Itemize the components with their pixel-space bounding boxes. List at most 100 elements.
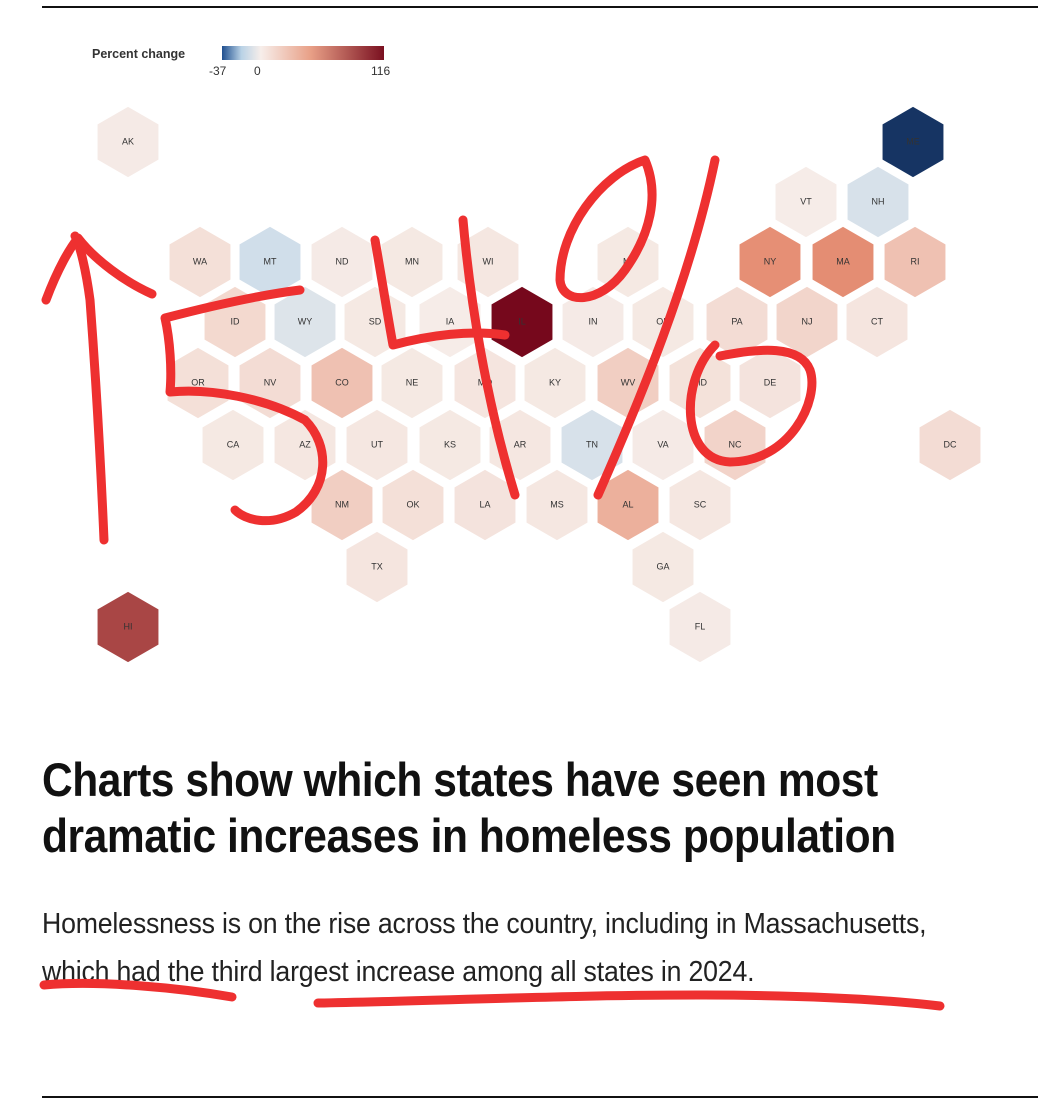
state-hex-shape [96,590,160,664]
state-label: ME [906,136,920,146]
dek: Homelessness is on the rise across the c… [42,908,927,988]
state-hex-shape [738,225,802,299]
state-hex-ok: OK [381,468,445,542]
state-label: SD [369,316,382,326]
state-label: AK [122,136,134,146]
state-hex-shape [668,590,732,664]
top-divider [42,6,1038,8]
state-hex-nm: NM [310,468,374,542]
state-hex-id: ID [203,285,267,359]
state-label: IL [518,316,526,326]
state-label: TX [371,561,383,571]
state-hex-shape [96,105,160,179]
state-label: CA [227,439,240,449]
state-hex-nv: NV [238,346,302,420]
state-label: ID [231,316,241,326]
state-hex-nd: ND [310,225,374,299]
state-label: AZ [299,439,311,449]
bottom-divider [42,1096,1038,1098]
state-hex-shape [881,105,945,179]
state-hex-mn: MN [380,225,444,299]
state-label: IA [446,316,455,326]
state-label: NH [872,196,885,206]
state-label: NC [729,439,742,449]
state-hexes: AK ME VT NH WA MT ND MN WI MI NY MA RI ID WY SD IA IL IN OH… [96,105,982,664]
state-hex-or: OR [166,346,230,420]
state-hex-mi: MI [596,225,660,299]
state-label: NY [764,256,777,266]
hex-tile-map: Percent change -37 0 116 AK ME VT NH WA MT ND M… [92,46,982,664]
state-hex-sd: SD [343,285,407,359]
state-hex-ct: CT [845,285,909,359]
state-label: OH [656,316,670,326]
state-hex-az: AZ [273,408,337,482]
state-hex-ks: KS [418,408,482,482]
state-hex-ca: CA [201,408,265,482]
state-hex-wa: WA [168,225,232,299]
state-label: GA [656,561,669,571]
state-hex-wi: WI [456,225,520,299]
state-label: SC [694,499,707,509]
headline: Charts show which states have seen most … [42,753,896,862]
state-hex-ma: MA [811,225,875,299]
state-label: MT [264,256,277,266]
state-label: NE [406,377,419,387]
state-hex-ne: NE [380,346,444,420]
state-hex-shape [845,285,909,359]
state-hex-sc: SC [668,468,732,542]
state-hex-shape [525,468,589,542]
state-hex-il: IL [490,285,554,359]
state-label: WV [621,377,636,387]
state-label: TN [586,439,598,449]
state-label: MN [405,256,419,266]
state-hex-hi: HI [96,590,160,664]
state-hex-nh: NH [846,165,910,239]
state-hex-tn: TN [560,408,624,482]
state-hex-me: ME [881,105,945,179]
state-hex-nj: NJ [775,285,839,359]
state-label: VT [800,196,812,206]
state-label: DE [764,377,777,387]
state-label: NM [335,499,349,509]
state-label: MA [836,256,850,266]
state-label: RI [911,256,920,266]
state-hex-shape [918,408,982,482]
state-hex-dc: DC [918,408,982,482]
state-label: AR [514,439,527,449]
state-hex-ny: NY [738,225,802,299]
state-label: OR [191,377,205,387]
state-hex-de: DE [738,346,802,420]
state-label: MS [550,499,564,509]
state-hex-ak: AK [96,105,160,179]
state-label: MO [478,377,493,387]
state-hex-al: AL [596,468,660,542]
state-hex-pa: PA [705,285,769,359]
state-label: NV [264,377,277,387]
state-hex-tx: TX [345,530,409,604]
state-hex-mo: MO [453,346,517,420]
state-label: MD [693,377,707,387]
state-hex-shape [345,530,409,604]
state-label: WI [483,256,494,266]
ink-underline-increase [313,990,945,1011]
state-label: OK [406,499,419,509]
state-hex-shape [774,165,838,239]
state-hex-ia: IA [418,285,482,359]
state-label: VA [657,439,668,449]
legend: Percent change -37 0 116 [92,46,390,78]
state-hex-ms: MS [525,468,589,542]
state-label: CT [871,316,883,326]
state-label: ND [336,256,349,266]
state-hex-wy: WY [273,285,337,359]
state-hex-shape [523,346,587,420]
state-label: CO [335,377,349,387]
state-label: DC [944,439,957,449]
state-label: KS [444,439,456,449]
state-label: UT [371,439,383,449]
state-hex-shape [811,225,875,299]
state-hex-md: MD [668,346,732,420]
state-label: KY [549,377,561,387]
state-hex-in: IN [561,285,625,359]
state-hex-ar: AR [488,408,552,482]
state-label: PA [731,316,742,326]
